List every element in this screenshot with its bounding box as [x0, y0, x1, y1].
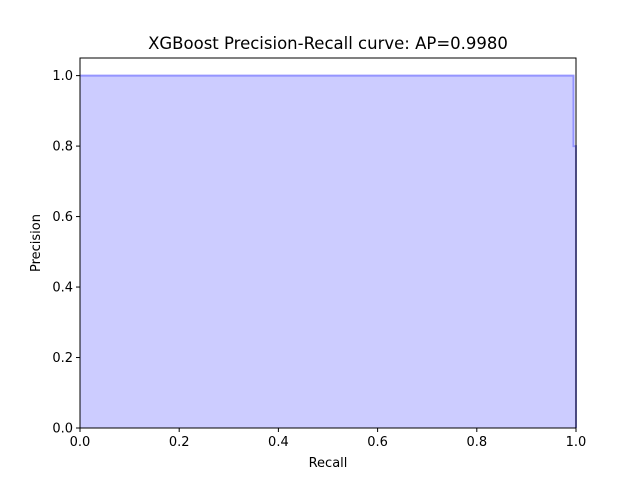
y-axis-ticks: 0.0 0.2 0.4 0.6 0.8 1.0 [52, 69, 80, 437]
x-tick-label: 0.2 [169, 435, 190, 450]
y-tick-label: 1.0 [52, 69, 73, 84]
y-axis-label: Precision [29, 214, 44, 272]
x-tick-label: 1.0 [566, 435, 587, 450]
pr-area-fill-0 [80, 75, 576, 428]
chart-title: XGBoost Precision-Recall curve: AP=0.998… [148, 34, 508, 53]
x-tick-label: 0.8 [466, 435, 487, 450]
y-tick-label: 0.8 [52, 140, 73, 155]
x-axis-ticks: 0.0 0.2 0.4 0.6 0.8 1.0 [70, 428, 587, 450]
x-tick-label: 0.0 [70, 435, 91, 450]
x-tick-label: 0.6 [367, 435, 388, 450]
y-tick-label: 0.0 [52, 422, 73, 437]
y-tick-label: 0.4 [52, 281, 73, 296]
plot-area [80, 74, 577, 428]
y-tick-label: 0.2 [52, 351, 73, 366]
x-axis-label: Recall [309, 456, 348, 471]
y-tick-label: 0.6 [52, 210, 73, 225]
plot-frame [79, 57, 577, 429]
x-tick-label: 0.4 [268, 435, 289, 450]
